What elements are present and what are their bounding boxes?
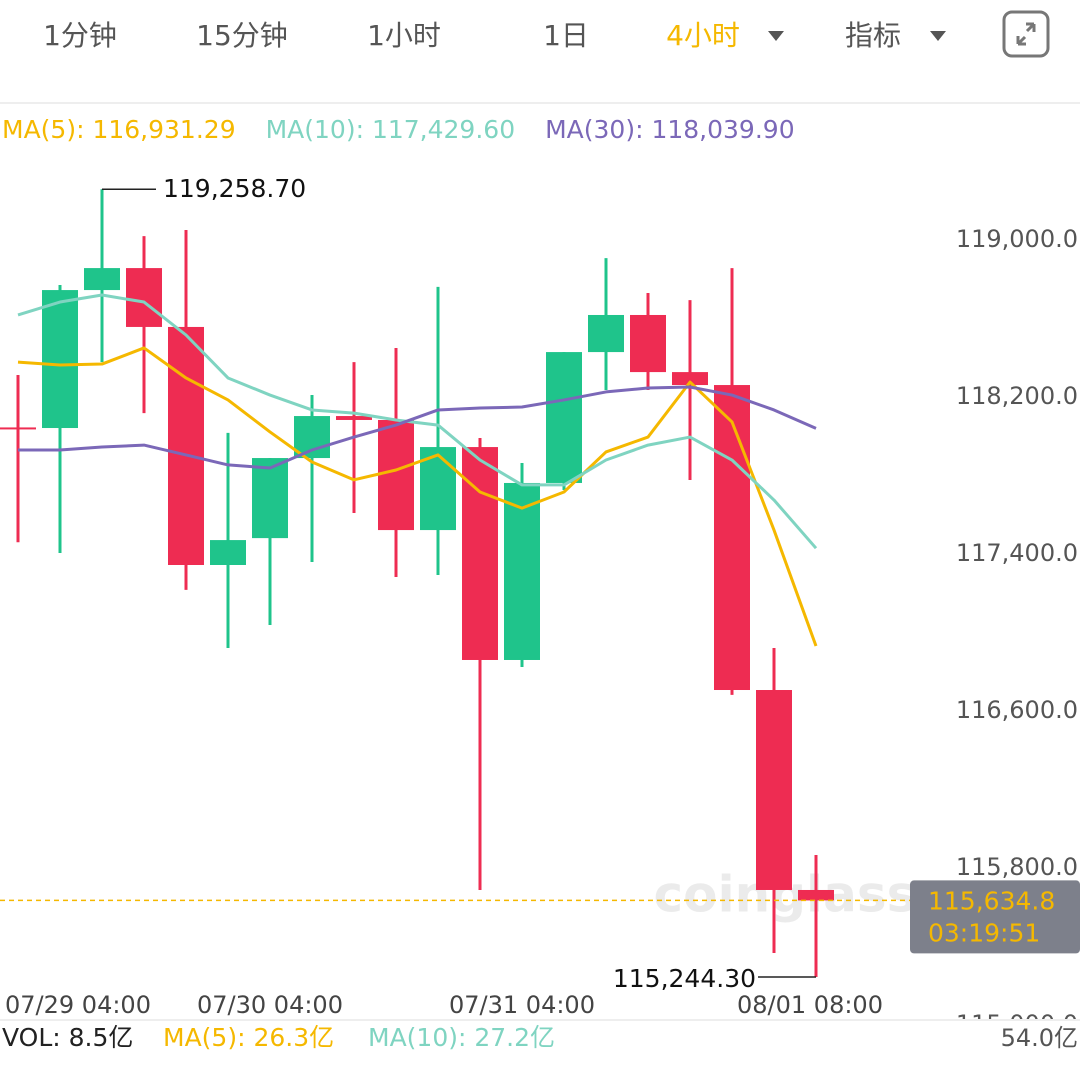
y-tick-label: 117,400.0	[956, 539, 1078, 567]
candle-body	[546, 352, 582, 483]
volume-ma5: MA(5): 26.3亿	[163, 1023, 334, 1052]
dropdown-arrow[interactable]	[930, 31, 946, 41]
tab[interactable]: 指标	[845, 19, 901, 52]
candle-body	[0, 427, 36, 430]
tab[interactable]: 1日	[543, 19, 589, 52]
x-tick-label: 07/31 04:00	[449, 991, 595, 1019]
candle-body	[126, 268, 162, 327]
tab[interactable]: 15分钟	[196, 19, 288, 52]
countdown: 03:19:51	[928, 918, 1040, 947]
candle-body	[336, 416, 372, 420]
volume-ma10: MA(10): 27.2亿	[368, 1023, 555, 1052]
candle-body	[252, 458, 288, 539]
tab[interactable]: 1分钟	[43, 19, 117, 52]
ma-line	[17, 346, 818, 647]
fullscreen-button[interactable]	[1002, 10, 1050, 58]
candle-body	[756, 690, 792, 890]
candle-body	[588, 314, 624, 353]
candle-body	[504, 482, 540, 660]
current-price-label: 115,634.8	[928, 886, 1055, 915]
volume-label: VOL: 8.5亿	[2, 1023, 133, 1052]
candle-body	[714, 385, 750, 691]
tab[interactable]: 4小时	[666, 19, 740, 52]
ma-line	[17, 293, 818, 550]
candle-body	[210, 540, 246, 565]
y-tick-label: 118,200.0	[956, 382, 1078, 410]
timeframe-tabs: 1分钟 15分钟 1小时 1日 4小时 指标	[43, 19, 901, 52]
tab[interactable]: 1小时	[367, 19, 441, 52]
candle-body	[420, 447, 456, 531]
candle-body	[798, 889, 834, 901]
y-tick-label: 116,600.0	[956, 696, 1078, 724]
candle-body	[42, 290, 78, 429]
legend-entry: MA(30): 118,039.90	[545, 115, 795, 144]
low-label: 115,244.30	[613, 964, 756, 993]
x-tick-label: 07/30 04:00	[197, 991, 343, 1019]
volume-panel	[0, 1020, 1080, 1068]
candle-body	[672, 372, 708, 386]
candle-body	[378, 419, 414, 531]
legend-entry: MA(10): 117,429.60	[266, 115, 516, 144]
dropdown-arrow[interactable]	[768, 31, 784, 41]
y-tick-label: 115,800.0	[956, 853, 1078, 881]
price-chart: MA(5): 116,931.29 MA(10): 117,429.60 MA(30…	[0, 115, 1080, 1068]
y-tick-label: 119,000.0	[956, 225, 1078, 253]
x-tick-label: 07/29 04:00	[5, 991, 151, 1019]
x-tick-label: 08/01 08:00	[737, 991, 883, 1019]
high-label: 119,258.70	[163, 174, 306, 203]
price-tag	[910, 880, 1080, 954]
candle-body	[84, 268, 120, 291]
candle-body	[168, 326, 204, 565]
volume-axis-max: 54.0亿	[1001, 1024, 1078, 1052]
legend-entry: MA(5): 116,931.29	[2, 115, 236, 144]
ma-line	[18, 385, 817, 470]
candle-body	[630, 314, 666, 373]
